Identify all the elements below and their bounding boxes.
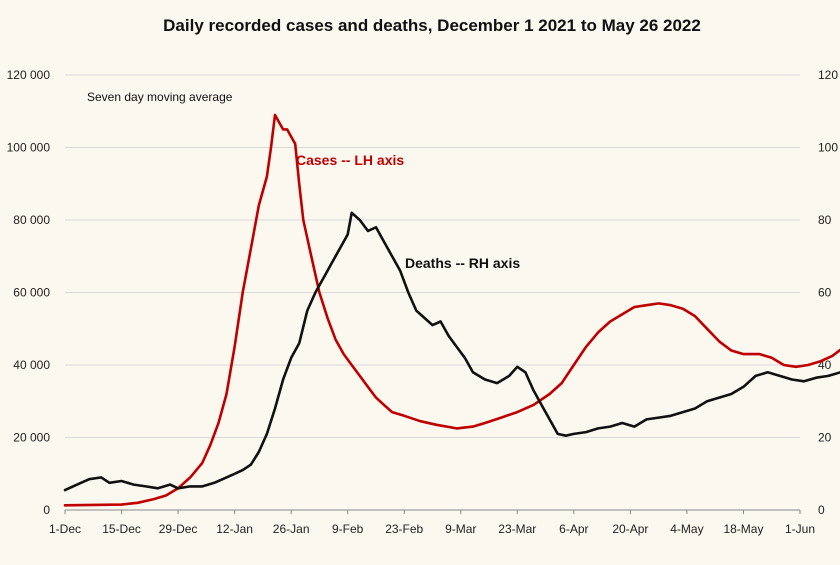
- cases-line: [63, 113, 840, 507]
- x-tick-label: 1-Jun: [785, 522, 815, 536]
- y-right-tick-label: 0: [818, 503, 825, 517]
- x-tick-label: 9-Mar: [445, 522, 476, 536]
- y-right-tick-label: 100: [818, 141, 838, 155]
- gridlines: [65, 74, 800, 511]
- x-tick-label: 23-Mar: [498, 522, 536, 536]
- y-left-tick-label: 60 000: [13, 286, 50, 300]
- y-right-tick-label: 80: [818, 213, 832, 227]
- series-layer: [63, 113, 840, 507]
- x-tick-label: 29-Dec: [159, 522, 198, 536]
- y-left-tick-label: 40 000: [13, 358, 50, 372]
- y-right-tick-label: 120: [818, 68, 838, 82]
- y-left-tick-label: 0: [43, 503, 50, 517]
- x-tick-label: 26-Jan: [273, 522, 310, 536]
- x-tick-label: 9-Feb: [332, 522, 364, 536]
- y-left-tick-label: 80 000: [13, 213, 50, 227]
- chart-note: Seven day moving average: [87, 90, 233, 104]
- y-left-tick-label: 120 000: [7, 68, 51, 82]
- x-tick-label: 18-May: [723, 522, 763, 536]
- x-tick-label: 1-Dec: [49, 522, 81, 536]
- deaths-line: [63, 211, 840, 492]
- y-right-tick-label: 60: [818, 286, 832, 300]
- x-tick-label: 23-Feb: [385, 522, 423, 536]
- x-tick-label: 6-Apr: [559, 522, 588, 536]
- x-tick-label: 4-May: [670, 522, 703, 536]
- cases-annotation: Cases -- LH axis: [296, 152, 404, 168]
- deaths-annotation: Deaths -- RH axis: [405, 255, 520, 271]
- x-tick-label: 20-Apr: [612, 522, 648, 536]
- y-left-tick-label: 100 000: [7, 141, 51, 155]
- axes: 0 20 000 40 000 60 000 80 000 100 000 120 000 0…: [7, 68, 839, 536]
- y-left-tick-label: 20 000: [13, 431, 50, 445]
- y-right-tick-label: 20: [818, 431, 832, 445]
- chart-title: Daily recorded cases and deaths, Decembe…: [163, 16, 701, 35]
- x-tick-label: 12-Jan: [216, 522, 253, 536]
- x-tick-label: 15-Dec: [102, 522, 141, 536]
